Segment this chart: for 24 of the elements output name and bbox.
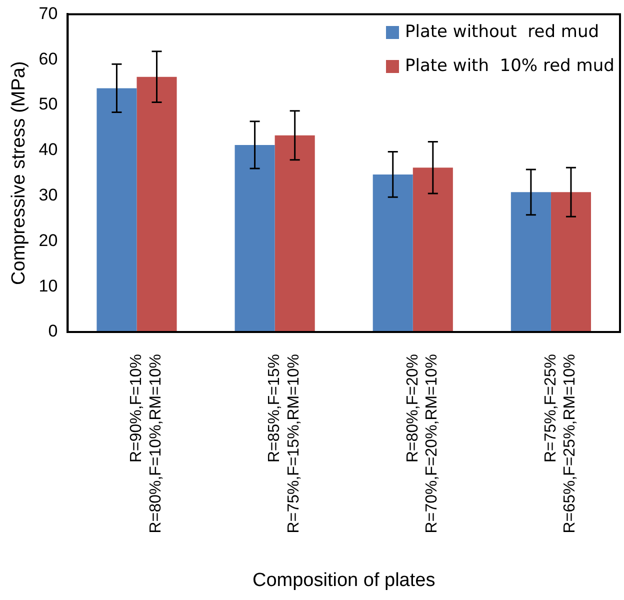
bar — [96, 88, 137, 332]
bar — [510, 192, 551, 332]
bar — [274, 135, 315, 332]
x-tick-label: R=85%,F=15% R=75%,F=15%,RM=10% — [266, 354, 302, 534]
y-tick-label: 30 — [38, 185, 58, 204]
bar — [550, 192, 592, 332]
y-tick-label: 60 — [38, 49, 58, 68]
bar — [136, 76, 177, 332]
bar — [234, 144, 275, 332]
y-tick-label: 40 — [38, 140, 58, 160]
x-axis-title: Composition of plates — [252, 570, 436, 591]
legend-label: Plate with 10% red mud — [405, 56, 614, 76]
y-tick-label: 0 — [48, 322, 58, 341]
x-tick-label: R=90%,F=10% R=80%,F=10%,RM=10% — [128, 354, 164, 534]
y-tick-label: 20 — [38, 230, 58, 250]
bar — [372, 174, 413, 332]
y-axis-title: Compressive stress (MPa) — [8, 61, 30, 286]
y-tick-label: 70 — [38, 4, 58, 23]
x-tick-label: R=80%,F=20% R=70%,F=20%,RM=10% — [404, 354, 440, 534]
bar — [412, 168, 453, 332]
y-tick-label: 50 — [38, 94, 58, 114]
legend-label: Plate without red mud — [405, 22, 600, 42]
x-tick-label: R=75%,F=25% R=65%,F=25%,RM=10% — [542, 354, 579, 534]
y-tick-label: 10 — [38, 276, 58, 296]
